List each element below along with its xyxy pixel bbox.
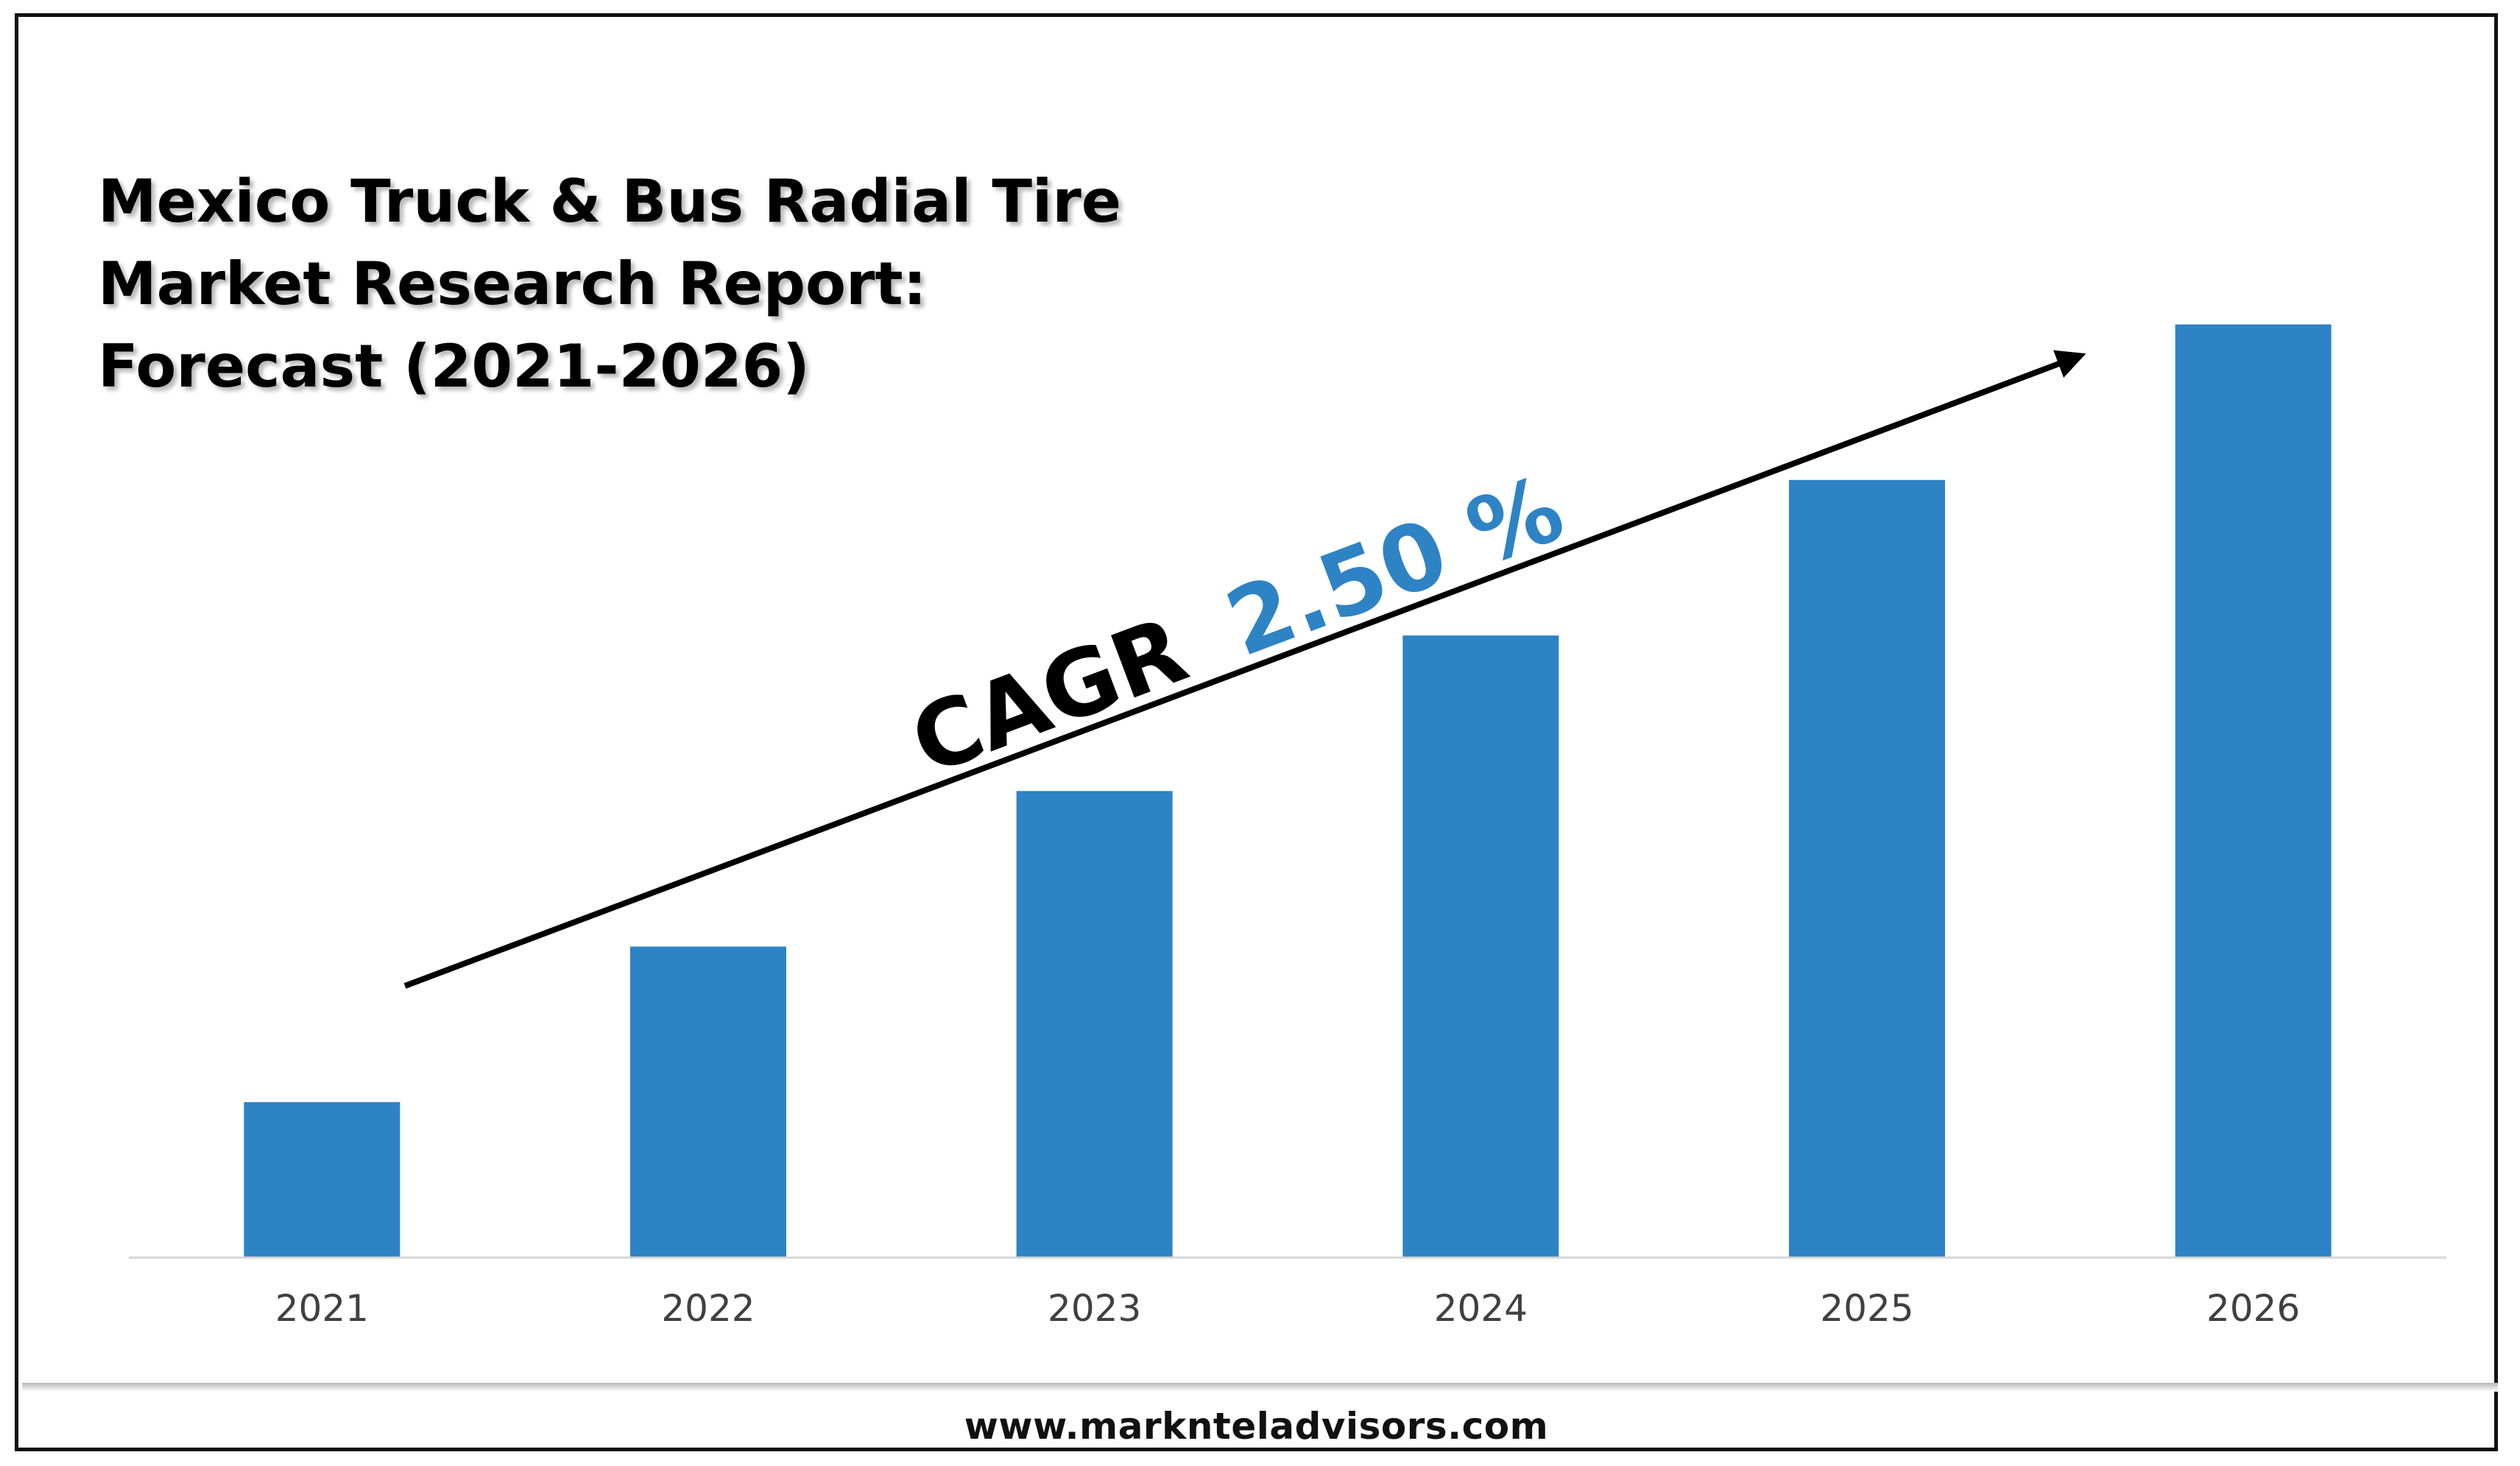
title-line-3: Forecast (2021-2026) xyxy=(98,332,810,401)
x-tick-label-2026: 2026 xyxy=(2206,1287,2300,1330)
x-tick-label-2022: 2022 xyxy=(661,1287,755,1330)
bar-2024 xyxy=(1402,635,1559,1258)
chart-title: Mexico Truck & Bus Radial Tire Market Re… xyxy=(98,161,1121,408)
x-tick-label-2025: 2025 xyxy=(1820,1287,1913,1330)
footer-divider xyxy=(22,1383,2498,1392)
cagr-label: CAGR xyxy=(898,597,1200,796)
chart-frame: Mexico Truck & Bus Radial Tire Market Re… xyxy=(15,13,2498,1451)
bar-2026 xyxy=(2175,324,2332,1258)
title-line-1: Mexico Truck & Bus Radial Tire xyxy=(98,167,1122,236)
website-url: www.marknteladvisors.com xyxy=(964,1405,1549,1448)
cagr-trend-arrow xyxy=(403,350,2086,989)
title-line-2: Market Research Report: xyxy=(98,250,927,318)
bar-chart: 2021 2022 2023 2024 2025 2026 CAGR 2.50 % xyxy=(129,324,2446,1330)
bar-2023 xyxy=(1016,791,1173,1258)
x-tick-label-2024: 2024 xyxy=(1434,1287,1528,1330)
bar-2025 xyxy=(1789,479,1945,1258)
x-tick-label-2021: 2021 xyxy=(275,1287,369,1330)
bar-2021 xyxy=(244,1102,400,1258)
x-tick-label-2023: 2023 xyxy=(1048,1287,1141,1330)
bar-2022 xyxy=(630,946,786,1258)
